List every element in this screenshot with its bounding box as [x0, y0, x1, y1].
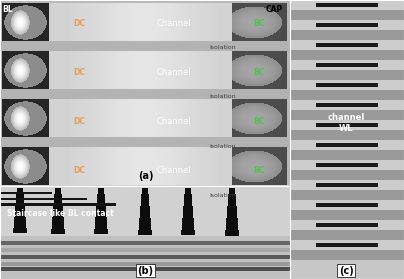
Text: WL: WL: [339, 124, 354, 133]
Text: Channel: Channel: [156, 117, 191, 126]
Text: (b): (b): [137, 266, 154, 276]
Text: DC: DC: [73, 117, 85, 126]
Text: BL: BL: [2, 5, 13, 14]
Text: isolation: isolation: [209, 193, 236, 198]
Text: Channel: Channel: [156, 19, 191, 28]
Text: Channel: Channel: [156, 68, 191, 77]
Bar: [290, 0, 404, 279]
Text: isolation: isolation: [209, 144, 236, 149]
Text: BC: BC: [253, 19, 264, 28]
Bar: [0, 186, 290, 279]
Bar: [0, 0, 290, 186]
Text: CAP: CAP: [265, 5, 283, 14]
Text: BC: BC: [253, 166, 264, 175]
Text: isolation: isolation: [209, 95, 236, 99]
Text: DC: DC: [73, 166, 85, 175]
Text: DC: DC: [73, 19, 85, 28]
Text: (a): (a): [138, 171, 153, 181]
Text: isolation: isolation: [209, 45, 236, 50]
Text: Staircase like BL contact: Staircase like BL contact: [7, 209, 114, 218]
Text: DC: DC: [73, 68, 85, 77]
Text: channel: channel: [328, 113, 365, 122]
Text: BC: BC: [253, 117, 264, 126]
Text: Channel: Channel: [156, 166, 191, 175]
Text: BC: BC: [253, 68, 264, 77]
Text: (c): (c): [339, 266, 354, 276]
